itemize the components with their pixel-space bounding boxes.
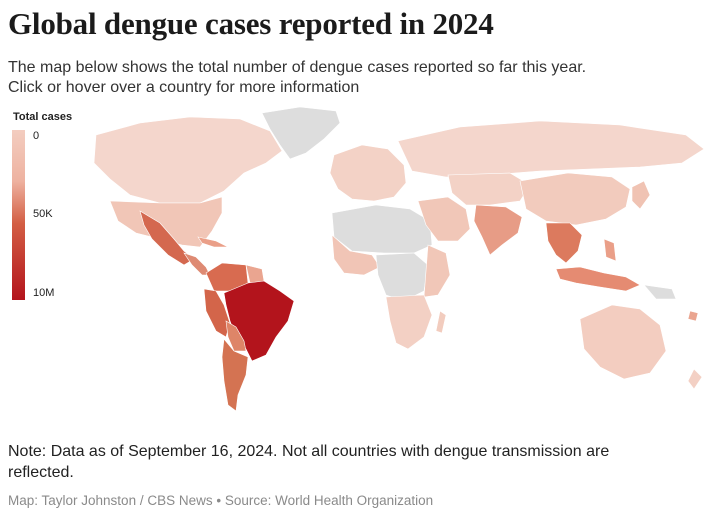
map-region-caribbean[interactable] <box>197 236 229 248</box>
world-map-svg[interactable] <box>0 105 720 435</box>
map-region-central-africa[interactable] <box>375 252 429 302</box>
map-region-east-africa[interactable] <box>423 244 451 298</box>
map-region-bolivia[interactable] <box>225 320 247 352</box>
map-region-guianas[interactable] <box>245 264 265 284</box>
footnote: Note: Data as of September 16, 2024. Not… <box>8 441 714 483</box>
legend-label-mid: 50K <box>33 208 53 220</box>
world-map[interactable] <box>0 105 720 435</box>
map-region-pacific-islands[interactable] <box>687 310 699 322</box>
map-region-west-africa[interactable] <box>331 234 381 276</box>
legend-title: Total cases <box>13 111 73 123</box>
legend-label-min: 0 <box>33 130 40 142</box>
legend-label-max: 10M <box>33 287 55 299</box>
footnote-line-1: Note: Data as of September 16, 2024. Not… <box>8 443 610 460</box>
subtitle-line-2: Click or hover over a country for more i… <box>8 79 360 96</box>
subtitle-line-1: The map below shows the total number of … <box>8 59 587 76</box>
map-region-canada[interactable] <box>93 116 283 204</box>
map-region-china[interactable] <box>519 172 631 226</box>
map-region-australia[interactable] <box>579 304 667 380</box>
source-credit: Map: Taylor Johnston / CBS News • Source… <box>8 493 434 508</box>
map-region-southern-africa[interactable] <box>385 294 433 350</box>
map-region-philippines[interactable] <box>603 238 617 262</box>
page-title: Global dengue cases reported in 2024 <box>8 6 494 41</box>
map-region-new-zealand[interactable] <box>687 368 703 390</box>
map-region-mexico[interactable] <box>139 210 195 266</box>
map-region-madagascar[interactable] <box>435 310 447 334</box>
map-region-greenland[interactable] <box>261 106 341 160</box>
map-region-central-asia[interactable] <box>447 172 531 206</box>
page-subtitle: The map below shows the total number of … <box>8 58 714 98</box>
map-region-middle-east[interactable] <box>417 196 471 242</box>
map-region-southeast-asia[interactable] <box>545 222 583 264</box>
legend-color-scale <box>12 130 25 300</box>
footnote-line-2: reflected. <box>8 464 74 481</box>
map-region-central-america[interactable] <box>183 252 211 276</box>
map-region-japan[interactable] <box>631 180 651 210</box>
map-region-south-asia[interactable] <box>473 204 523 256</box>
map-region-europe[interactable] <box>329 144 407 202</box>
map-region-indonesia[interactable] <box>555 266 641 292</box>
map-region-argentina[interactable] <box>221 338 249 412</box>
map-region-png[interactable] <box>643 284 677 300</box>
map-region-russia[interactable] <box>397 120 705 178</box>
map-region-north-africa[interactable] <box>331 204 433 254</box>
